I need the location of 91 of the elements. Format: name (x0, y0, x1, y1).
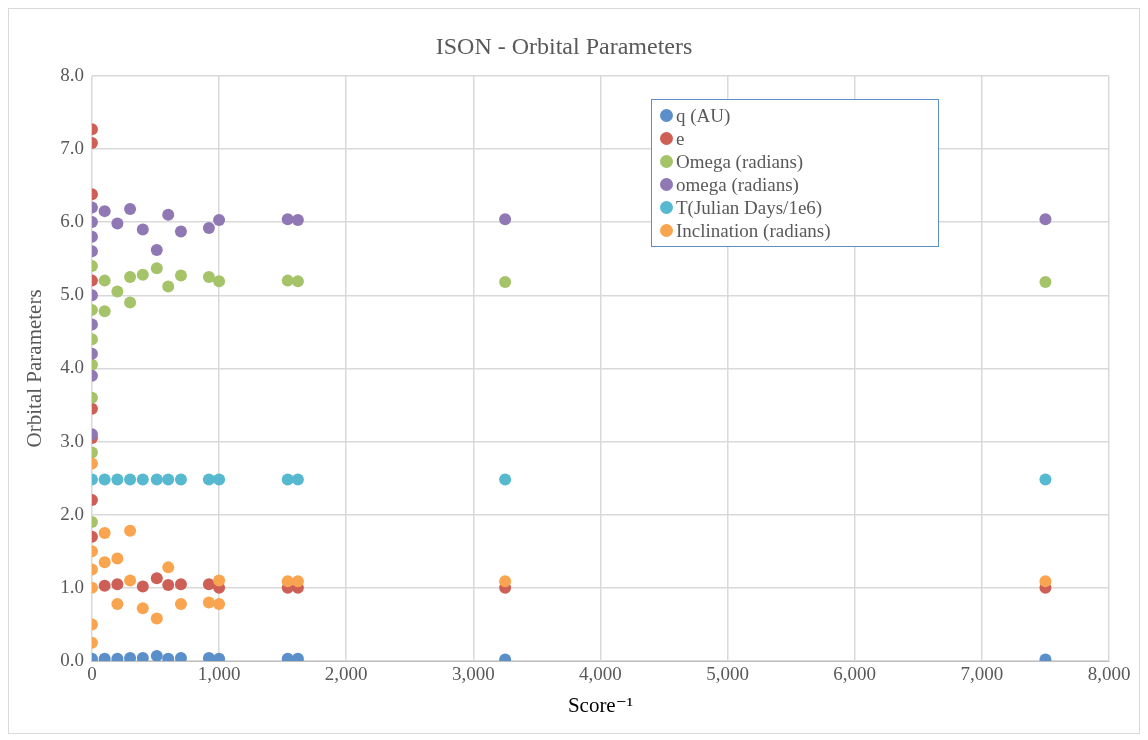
point (150, 572, 163, 585)
point (150, 649, 163, 661)
point (124, 524, 137, 537)
point (281, 274, 294, 287)
point (174, 473, 187, 486)
y-tick-label: 0.0 (60, 648, 84, 670)
point (98, 305, 111, 318)
point (174, 578, 187, 591)
point (111, 552, 124, 565)
point (202, 578, 215, 591)
x-tick-label: 8,000 (1087, 663, 1131, 685)
point (499, 575, 512, 588)
point (162, 578, 175, 591)
point (124, 473, 137, 486)
y-tick-label: 1.0 (60, 575, 84, 597)
point (150, 612, 163, 625)
y-axis-title: Orbital Parameters (22, 289, 47, 448)
point (98, 473, 111, 486)
point (111, 285, 124, 298)
point (291, 213, 304, 226)
point (291, 575, 304, 588)
y-tick-label: 5.0 (60, 283, 84, 305)
point (213, 213, 226, 226)
point (213, 597, 226, 610)
point (136, 602, 149, 615)
point (111, 578, 124, 591)
x-tick-label: 4,000 (579, 663, 622, 685)
point (124, 270, 137, 283)
point (162, 561, 175, 574)
point (202, 270, 215, 283)
point (162, 280, 175, 293)
point (174, 269, 187, 282)
point (174, 225, 187, 238)
legend-label: e (676, 127, 685, 150)
legend-label: Omega (radians) (676, 150, 804, 173)
point (281, 473, 294, 486)
point (174, 597, 187, 610)
x-tick-label: 7,000 (960, 663, 1004, 685)
point (124, 202, 137, 215)
legend-label: T(Julian Days/1e6) (676, 196, 823, 219)
point (136, 473, 149, 486)
point (136, 268, 149, 281)
point (98, 526, 111, 539)
x-tick-label: 5,000 (706, 663, 749, 685)
point (213, 275, 226, 288)
point (1039, 276, 1052, 289)
y-tick-label: 7.0 (60, 136, 84, 158)
legend-label: q (AU) (676, 104, 731, 127)
point (136, 223, 149, 236)
x-tick-label: 1,000 (197, 663, 241, 685)
point (499, 276, 512, 289)
point (202, 221, 215, 234)
point (162, 473, 175, 486)
point (124, 574, 137, 587)
point (213, 473, 226, 486)
chart-title: ISON - Orbital Parameters (435, 32, 693, 59)
y-tick-label: 2.0 (60, 502, 84, 524)
point (98, 579, 111, 592)
y-tick-label: 8.0 (60, 63, 84, 85)
point (1039, 473, 1052, 486)
point (111, 597, 124, 610)
point (111, 217, 124, 230)
point (150, 473, 163, 486)
x-tick-label: 3,000 (451, 663, 495, 685)
y-tick-label: 6.0 (60, 210, 84, 232)
x-axis-title: Score⁻¹ (567, 692, 634, 717)
point (136, 580, 149, 593)
x-tick-label: 6,000 (833, 663, 877, 685)
legend-label: omega (radians) (676, 173, 799, 196)
point (1039, 575, 1052, 588)
point (98, 274, 111, 287)
point (98, 205, 111, 218)
point (150, 243, 163, 256)
point (1039, 213, 1052, 226)
legend-label: Inclination (radians) (676, 219, 831, 242)
point (499, 213, 512, 226)
x-tick-label: 2,000 (324, 663, 368, 685)
point (124, 296, 137, 309)
x-tick-label: 0 (87, 663, 97, 685)
point (213, 574, 226, 587)
point (291, 473, 304, 486)
point (281, 575, 294, 588)
point (291, 275, 304, 288)
point (111, 473, 124, 486)
y-tick-label: 3.0 (60, 429, 84, 451)
point (281, 213, 294, 226)
point (162, 208, 175, 221)
y-tick-label: 4.0 (60, 356, 84, 378)
point (98, 556, 111, 569)
point (499, 473, 512, 486)
point (150, 262, 163, 275)
